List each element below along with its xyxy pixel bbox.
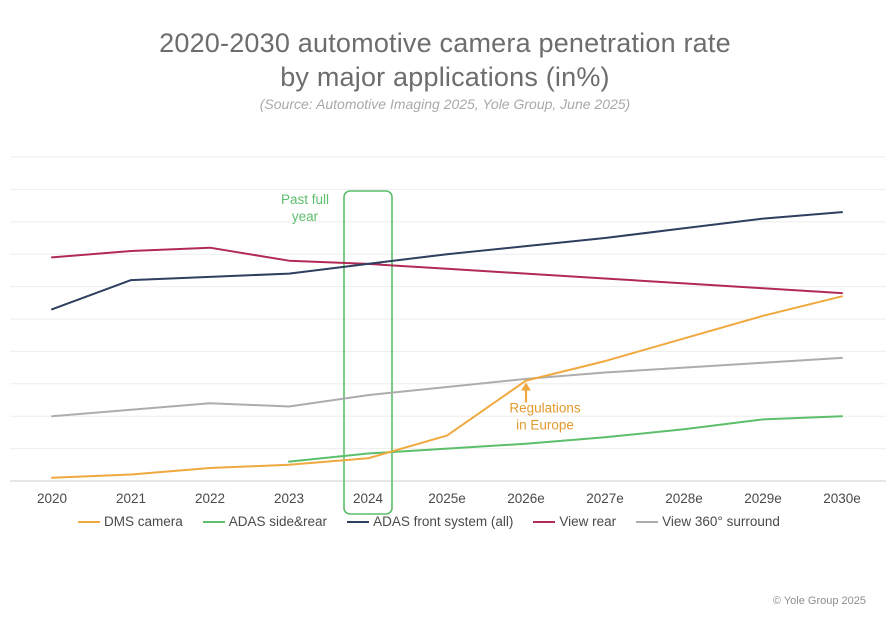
chart-subtitle: (Source: Automotive Imaging 2025, Yole G… [259, 96, 631, 112]
legend-swatch [78, 520, 100, 523]
series-line-view-360-surround [51, 356, 843, 418]
highlight-box [343, 190, 393, 515]
x-tick-label: 2030e [823, 491, 861, 506]
highlight-label-line-2: year [292, 209, 319, 224]
annotation-label-line-2: in Europe [516, 418, 574, 433]
x-tick-label: 2021 [116, 491, 146, 506]
legend-label: ADAS front system (all) [373, 514, 514, 529]
legend-label: View rear [559, 514, 617, 529]
x-tick-label: 2027e [586, 491, 624, 506]
series-line-dms-camera [51, 295, 843, 479]
copyright-notice: © Yole Group 2025 [772, 595, 866, 607]
legend-item-adas-side-rear: ADAS side&rear [202, 514, 328, 529]
legend-item-dms-camera: DMS camera [78, 514, 183, 529]
legend-swatch [533, 520, 556, 523]
highlight-area: Past full year [281, 190, 393, 515]
annotations: Regulations in Europe [509, 382, 581, 433]
legend-item-view-rear: View rear [533, 514, 616, 529]
legend-label: View 360° surround [662, 514, 780, 529]
series-line-adas-side-rear [288, 415, 843, 463]
series-line-view-rear [51, 246, 843, 295]
x-axis-ticks: 2020 2021 2022 2023 2024 2025e 2026e 2027e 2028e… [37, 491, 861, 506]
series-lines [51, 211, 843, 479]
x-tick-label: 2024 [353, 491, 384, 506]
legend-label: ADAS side&rear [228, 514, 328, 529]
chart-title-line-2: by major applications (in%) [280, 62, 610, 92]
legend-item-view-360-surround: View 360° surround [636, 514, 780, 529]
chart-title-line-1: 2020-2030 automotive camera penetration … [159, 28, 731, 58]
legend-swatch [636, 520, 659, 523]
x-tick-label: 2029e [744, 491, 782, 506]
legend-swatch [202, 520, 225, 523]
annotation-label-line-1: Regulations [509, 401, 581, 416]
series-line-adas-front-system-all [51, 211, 843, 311]
x-tick-label: 2023 [274, 491, 304, 506]
legend: DMS camera ADAS side&rear ADAS front syste… [78, 514, 780, 529]
legend-swatch [347, 520, 370, 523]
x-tick-label: 2026e [507, 491, 545, 506]
legend-item-adas-front-system-all: ADAS front system (all) [347, 514, 513, 529]
x-tick-label: 2020 [37, 491, 67, 506]
x-tick-label: 2025e [428, 491, 466, 506]
highlight-label-line-1: Past full [281, 192, 329, 207]
annotation-arrow-head [521, 382, 531, 391]
x-tick-label: 2028e [665, 491, 703, 506]
legend-label: DMS camera [104, 514, 183, 529]
x-tick-label: 2022 [195, 491, 225, 506]
